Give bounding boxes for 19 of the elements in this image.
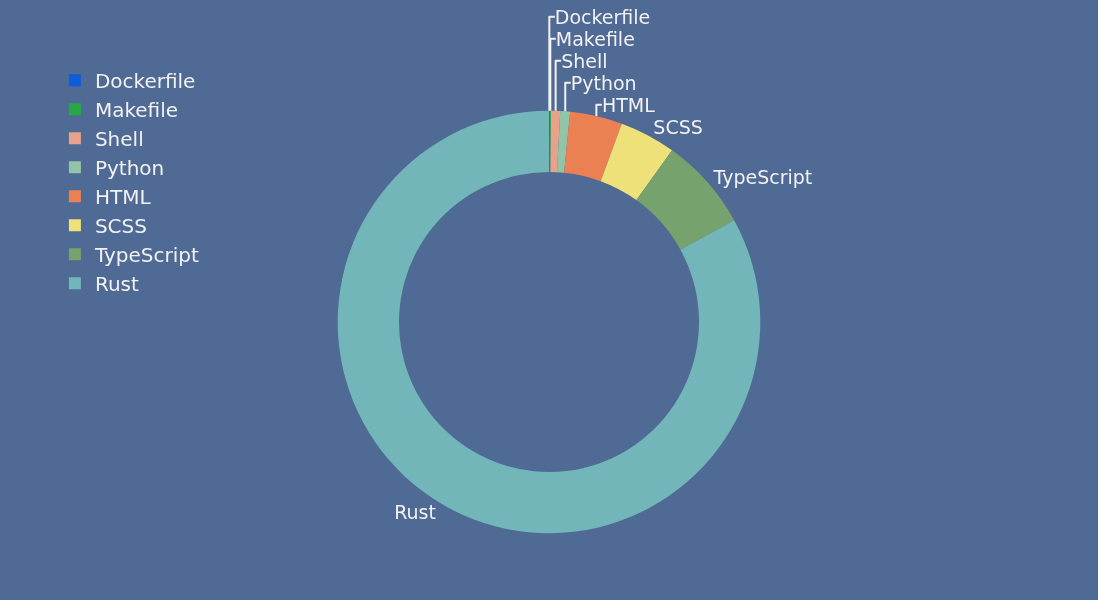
slice-label: HTML xyxy=(601,93,656,116)
legend-label: TypeScript xyxy=(93,242,199,267)
legend-label: Rust xyxy=(94,271,139,296)
legend-label: SCSS xyxy=(94,213,147,238)
donut-slice xyxy=(550,110,561,173)
legend-label: Shell xyxy=(94,126,144,151)
donut-slice xyxy=(564,111,622,182)
slice-label: Rust xyxy=(394,501,436,524)
slice-label: TypeScript xyxy=(712,165,813,188)
donut-slice xyxy=(557,111,571,173)
legend-label: Python xyxy=(94,155,165,180)
slice-label: SCSS xyxy=(653,115,703,138)
legend-label: Dockerfile xyxy=(94,68,196,93)
legend-label: Makefile xyxy=(94,97,179,122)
slice-label: Shell xyxy=(561,49,608,72)
slice-label: Python xyxy=(570,71,637,94)
legend-label: HTML xyxy=(94,184,152,209)
slice-label: Makefile xyxy=(555,27,635,50)
slice-label: Dockerfile xyxy=(554,5,651,28)
